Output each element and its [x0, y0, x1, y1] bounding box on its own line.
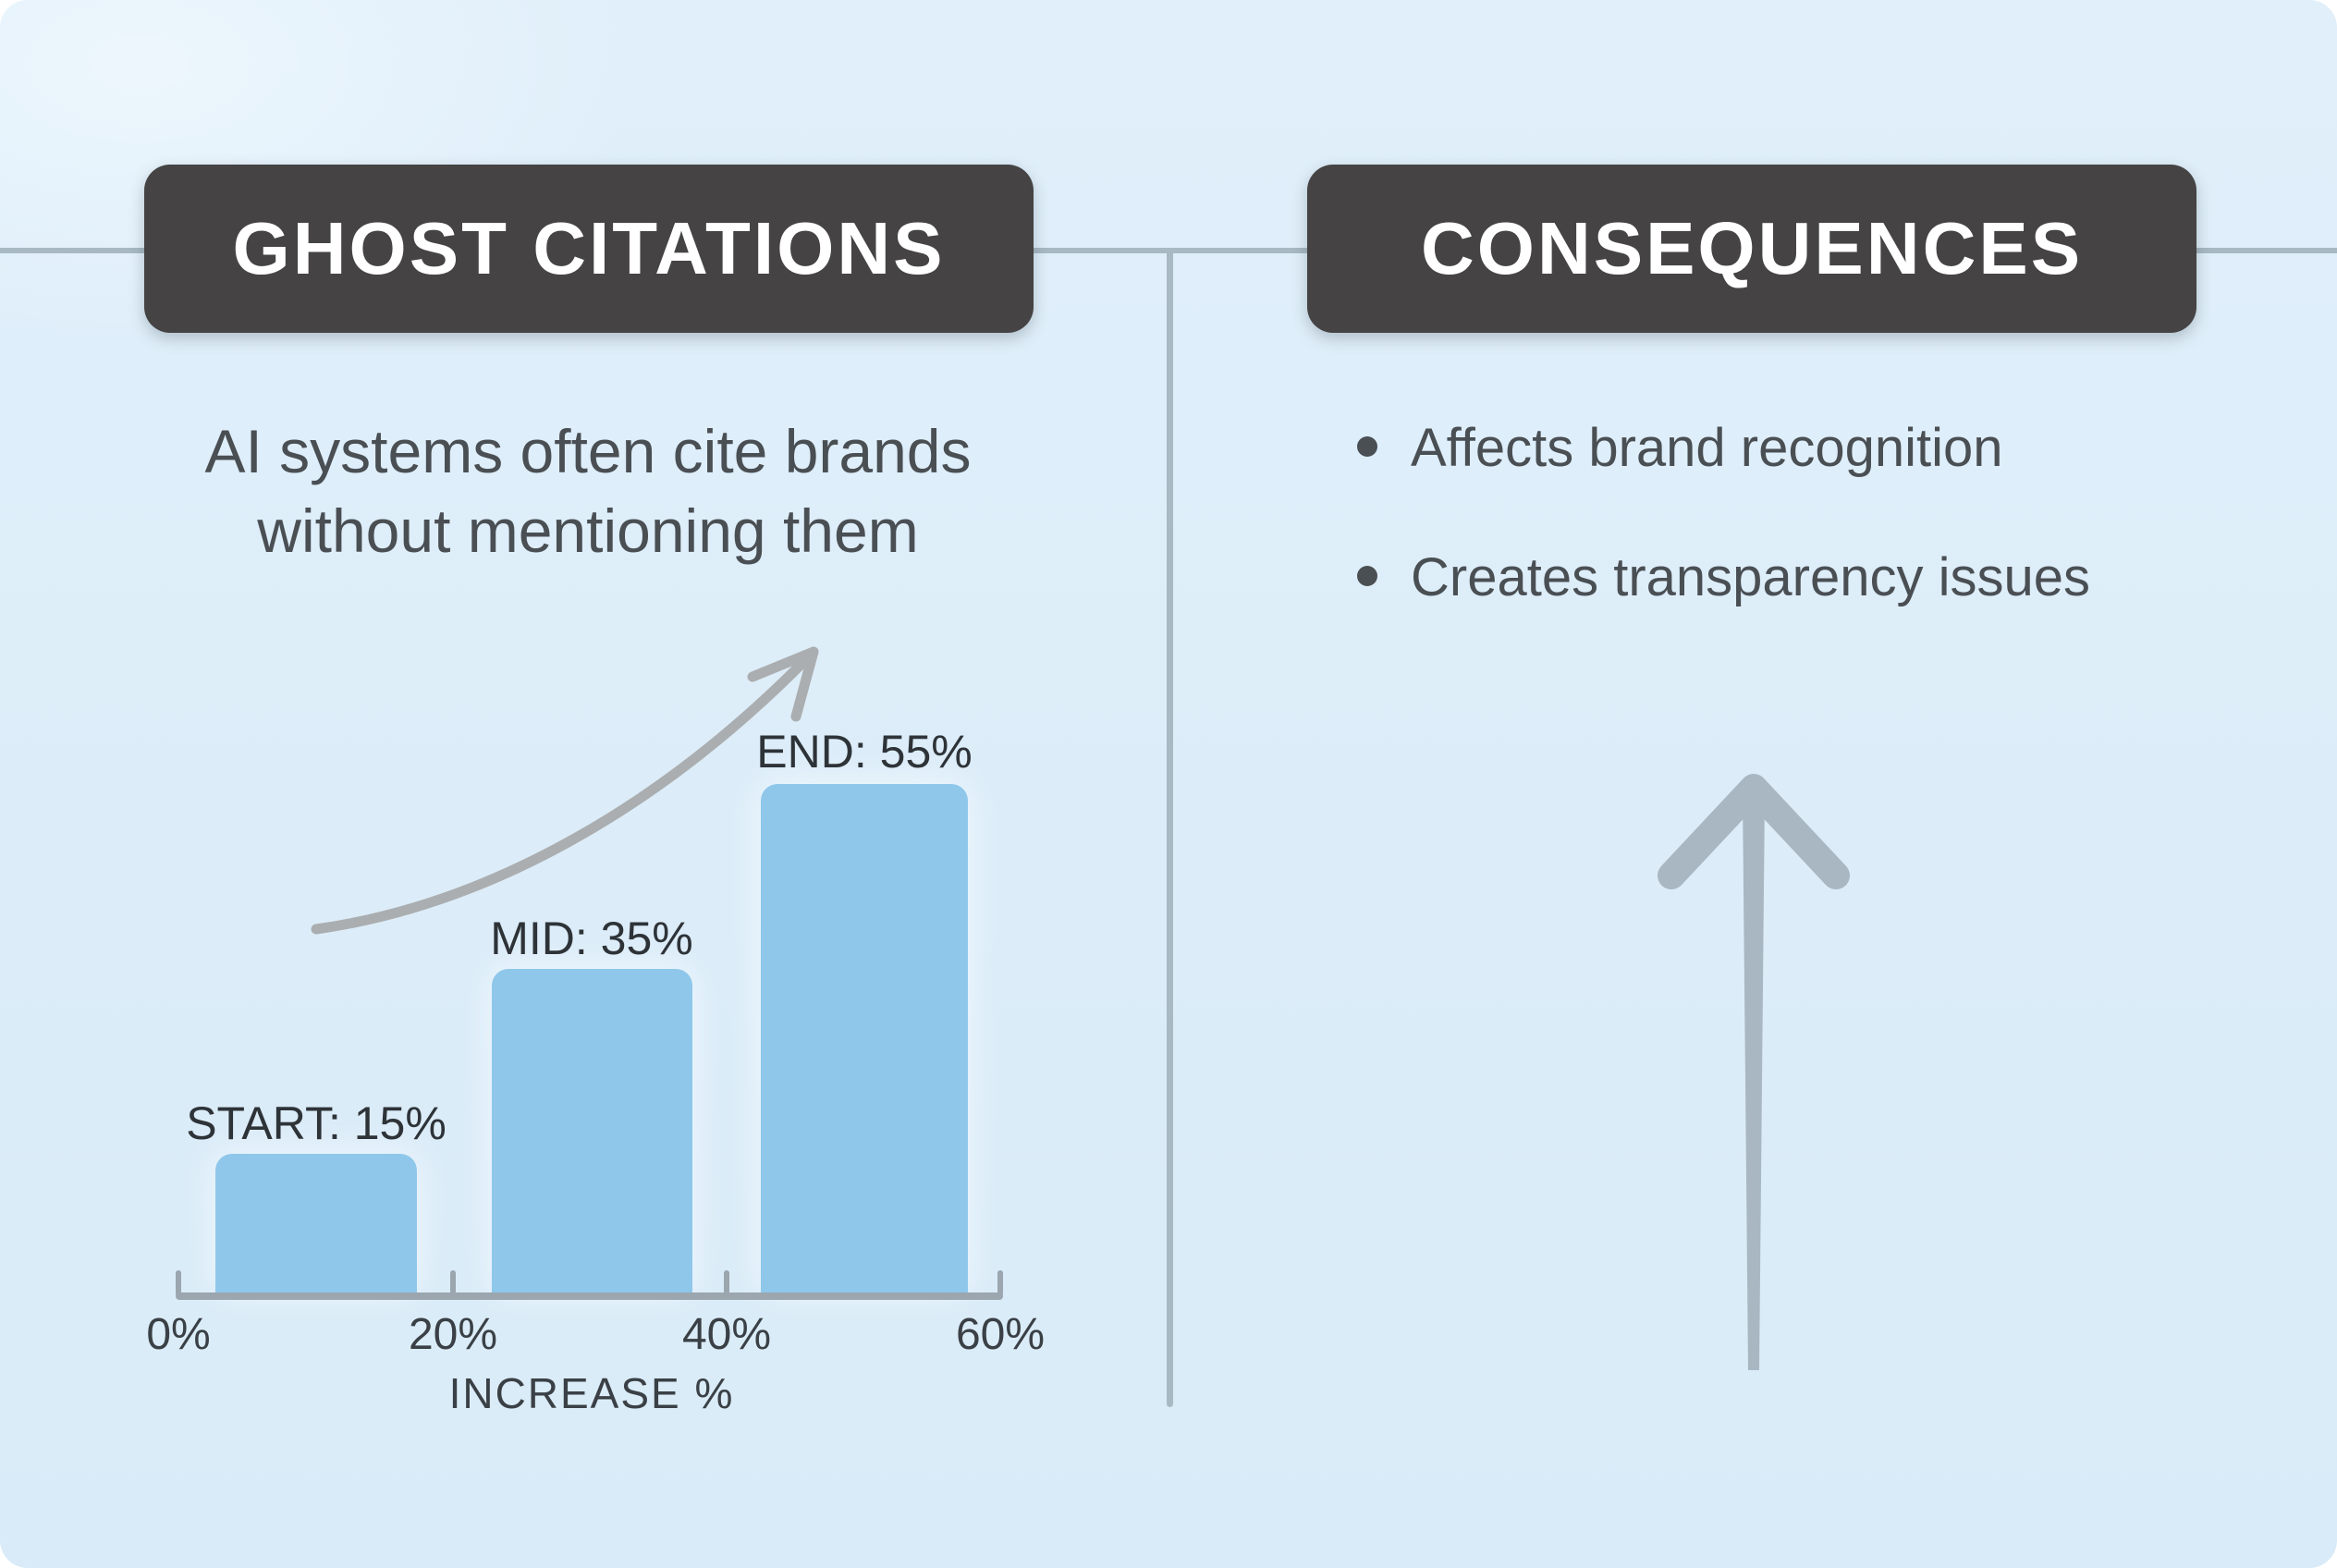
- left-title: GHOST CITATIONS: [232, 207, 946, 289]
- x-axis-title: INCREASE %: [448, 1369, 735, 1417]
- x-tick-label-0: 0%: [146, 1310, 211, 1359]
- bar-end: [761, 784, 968, 1292]
- x-tick-label-40: 40%: [681, 1310, 772, 1359]
- bar-label-start: START: 15%: [186, 1097, 447, 1149]
- x-tick-20: [450, 1270, 456, 1296]
- bullet-text: Creates transparency issues: [1411, 547, 2090, 608]
- bullet-icon: [1357, 436, 1377, 457]
- bullet-icon: [1357, 566, 1377, 587]
- right-title: CONSEQUENCES: [1420, 207, 2084, 289]
- bullet-text: Affects brand recognition: [1411, 418, 2003, 478]
- x-tick-40: [724, 1270, 729, 1296]
- bar-label-end: END: 55%: [756, 726, 973, 778]
- list-item: Affects brand recognition: [1357, 410, 2152, 486]
- up-arrow-icon: [1658, 774, 1850, 1370]
- left-description: AI systems often cite brands without men…: [204, 417, 972, 565]
- x-tick-0: [176, 1270, 181, 1296]
- right-title-badge: CONSEQUENCES: [1307, 165, 2196, 333]
- growth-arrow-icon: [311, 646, 819, 935]
- bar-label-mid: MID: 35%: [490, 913, 693, 964]
- consequences-list: Affects brand recognition Creates transp…: [1357, 410, 2152, 670]
- list-item: Creates transparency issues: [1357, 540, 2152, 616]
- x-axis-line: [176, 1292, 1003, 1300]
- bar-mid: [492, 969, 692, 1292]
- left-title-badge: GHOST CITATIONS: [144, 165, 1034, 333]
- x-tick-label-20: 20%: [408, 1310, 498, 1359]
- bar-start: [215, 1154, 417, 1292]
- x-tick-label-60: 60%: [955, 1310, 1046, 1359]
- x-tick-60: [997, 1270, 1003, 1296]
- column-divider: [1167, 248, 1173, 1407]
